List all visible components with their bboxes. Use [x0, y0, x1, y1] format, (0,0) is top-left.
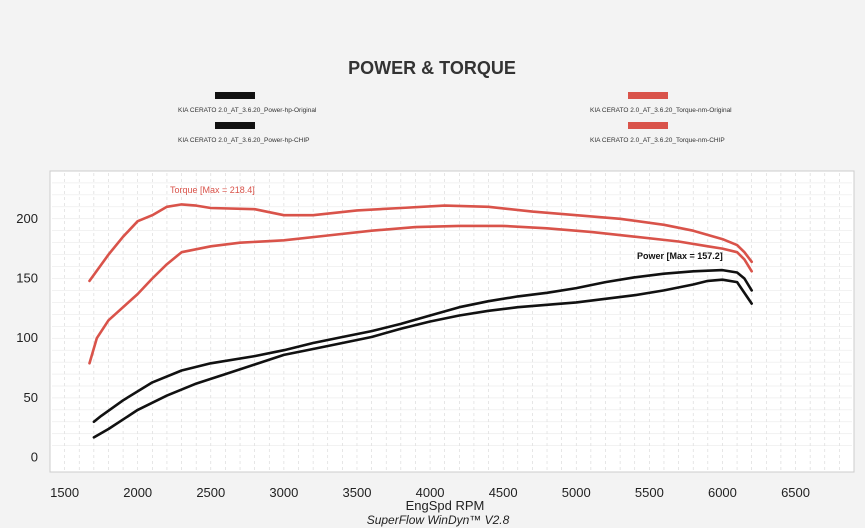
- series-line-2: [88, 224, 754, 365]
- x-tick-label: 6000: [708, 485, 737, 500]
- x-tick-label: 5500: [635, 485, 664, 500]
- y-tick-label: 200: [16, 211, 38, 226]
- x-tick-label: 6500: [781, 485, 810, 500]
- legend-label-power-original: KIA CERATO 2.0_AT_3.6.20_Power-hp-Origin…: [178, 107, 317, 114]
- plot-area: [49, 170, 855, 473]
- x-tick-label: 1500: [50, 485, 79, 500]
- series-lines: [88, 203, 754, 439]
- software-footer: SuperFlow WinDyn™ V2.8: [367, 513, 510, 527]
- x-tick-label: 3500: [343, 485, 372, 500]
- x-tick-label: 3000: [269, 485, 298, 500]
- x-axis-label: EngSpd RPM: [406, 498, 485, 513]
- x-tick-label: 2500: [196, 485, 225, 500]
- series-line-3: [88, 203, 754, 283]
- x-tick-label: 2000: [123, 485, 152, 500]
- series-line-1: [92, 268, 754, 424]
- legend-label-torque-original: KIA CERATO 2.0_AT_3.6.20_Torque-nm-Origi…: [590, 107, 732, 114]
- y-tick-label: 150: [16, 271, 38, 286]
- legend-swatch-power-chip: [215, 122, 255, 129]
- axis-ticks: 1500 2000 2500 3000 3500 4000 4500 5000 5500 6000…: [16, 211, 810, 500]
- legend-swatch-power-original: [215, 92, 255, 99]
- legend-label-torque-chip: KIA CERATO 2.0_AT_3.6.20_Torque-nm-CHIP: [590, 137, 725, 144]
- legend-swatch-torque-original: [628, 92, 668, 99]
- power-max-annotation: Power [Max = 157.2]: [637, 251, 723, 261]
- torque-max-annotation: Torque [Max = 218.4]: [170, 185, 255, 195]
- x-tick-label: 4000: [416, 485, 445, 500]
- y-tick-label: 0: [31, 450, 38, 465]
- y-tick-label: 50: [24, 390, 38, 405]
- legend-swatch-torque-chip: [628, 122, 668, 129]
- x-tick-label: 5000: [562, 485, 591, 500]
- series-line-0: [92, 278, 754, 439]
- chart-title: POWER & TORQUE: [348, 58, 516, 78]
- y-tick-label: 100: [16, 330, 38, 345]
- legend-label-power-chip: KIA CERATO 2.0_AT_3.6.20_Power-hp-CHIP: [178, 137, 310, 144]
- x-tick-label: 4500: [489, 485, 518, 500]
- grid-lines: [52, 173, 852, 470]
